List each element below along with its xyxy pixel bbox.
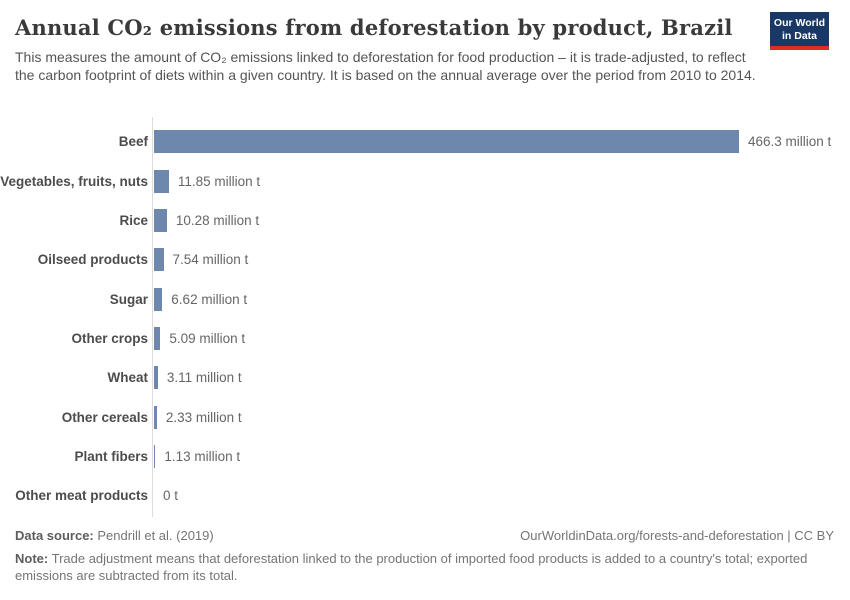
bar-area: 7.54 million t — [154, 248, 249, 272]
category-label: Vegetables, fruits, nuts — [0, 173, 148, 189]
citation-link[interactable]: OurWorldinData.org/forests-and-deforesta… — [520, 528, 834, 543]
bar-row: Wheat 3.11 million t — [0, 358, 850, 397]
bar-chart: Beef 466.3 million t Vegetables, fruits, n… — [0, 117, 850, 517]
footnote: Note: Trade adjustment means that defore… — [15, 550, 834, 584]
category-label: Oilseed products — [37, 252, 148, 268]
category-label: Beef — [118, 134, 148, 150]
bar-row: Oilseed products 7.54 million t — [0, 240, 850, 279]
bar[interactable] — [154, 248, 164, 272]
category-label: Other meat products — [15, 488, 148, 504]
category-label: Other cereals — [61, 409, 148, 425]
value-label: 6.62 million t — [171, 291, 248, 307]
value-label: 5.09 million t — [169, 330, 246, 346]
owid-logo[interactable]: Our World in Data — [770, 12, 829, 51]
bar-row: Other crops 5.09 million t — [0, 319, 850, 358]
value-label: 0 t — [163, 488, 179, 504]
category-label: Rice — [119, 212, 148, 228]
category-label: Plant fibers — [74, 448, 148, 464]
bar-row: Plant fibers 1.13 million t — [0, 437, 850, 476]
bar-area: 1.13 million t — [154, 444, 241, 468]
category-label: Wheat — [107, 370, 149, 386]
bar[interactable] — [154, 444, 156, 468]
bar-row: Vegetables, fruits, nuts 11.85 million t — [0, 161, 850, 200]
bar-row: Sugar 6.62 million t — [0, 279, 850, 318]
bar-row: Other cereals 2.33 million t — [0, 397, 850, 436]
footnote-label: Note: — [15, 551, 49, 566]
bar[interactable] — [154, 208, 167, 232]
bar[interactable] — [154, 130, 739, 154]
value-label: 7.54 million t — [172, 252, 249, 268]
source-row: Data source: Pendrill et al. (2019) OurW… — [15, 528, 834, 543]
footnote-text: Trade adjustment means that deforestatio… — [15, 551, 808, 584]
value-label: 466.3 million t — [748, 134, 832, 150]
chart-header: Annual CO₂ emissions from deforestation … — [0, 0, 850, 85]
value-label: 1.13 million t — [164, 448, 241, 464]
bar[interactable] — [154, 287, 163, 311]
bar-row: Rice 10.28 million t — [0, 201, 850, 240]
data-source-label: Data source: — [15, 528, 94, 543]
chart-footer: Data source: Pendrill et al. (2019) OurW… — [15, 528, 834, 584]
value-label: 10.28 million t — [175, 212, 260, 228]
bar[interactable] — [154, 366, 158, 390]
bar-area: 2.33 million t — [154, 405, 242, 429]
bar-area: 3.11 million t — [154, 366, 242, 390]
data-source: Data source: Pendrill et al. (2019) — [15, 528, 214, 543]
bar-area: 10.28 million t — [154, 208, 260, 232]
bar-area: 5.09 million t — [154, 326, 246, 350]
y-axis-line — [152, 117, 153, 517]
chart-subtitle: This measures the amount of CO₂ emission… — [15, 49, 756, 84]
owid-logo-line2: in Data — [781, 29, 817, 42]
bar-area: 0 t — [154, 484, 178, 507]
bar[interactable] — [154, 326, 161, 350]
chart-title: Annual CO₂ emissions from deforestation … — [15, 15, 733, 40]
value-label: 3.11 million t — [166, 370, 242, 386]
bar[interactable] — [154, 405, 157, 429]
value-label: 11.85 million t — [177, 173, 261, 189]
value-label: 2.33 million t — [165, 409, 242, 425]
bar-row: Other meat products 0 t — [0, 476, 850, 515]
bar-area: 6.62 million t — [154, 287, 248, 311]
bar-area: 466.3 million t — [154, 130, 832, 154]
category-label: Other crops — [71, 330, 148, 346]
bar-rows: Beef 466.3 million t Vegetables, fruits, n… — [0, 122, 850, 515]
data-source-value: Pendrill et al. (2019) — [97, 528, 214, 543]
bar-row: Beef 466.3 million t — [0, 122, 850, 161]
bar[interactable] — [154, 169, 169, 193]
bar-area: 11.85 million t — [154, 169, 261, 193]
owid-logo-line1: Our World — [773, 17, 826, 29]
category-label: Sugar — [109, 291, 148, 307]
